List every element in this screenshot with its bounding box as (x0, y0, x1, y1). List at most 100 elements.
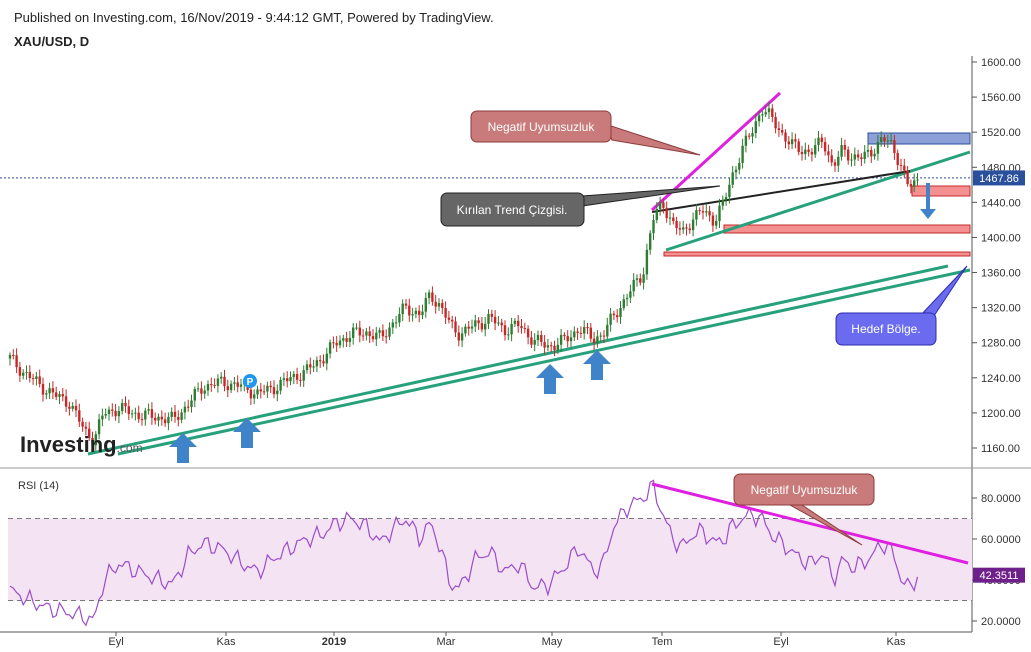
candle-body (130, 413, 134, 415)
candle-body (886, 140, 889, 142)
last-price-label: 1467.86 (973, 170, 1025, 186)
price-tick-label: 1520.00 (981, 127, 1021, 139)
candle-body (830, 155, 833, 163)
candle-body (210, 384, 213, 386)
candle-body (513, 320, 517, 324)
candle-body (81, 421, 84, 427)
candle-body (563, 334, 566, 337)
candle-body (497, 322, 500, 324)
pivot-marker-icon[interactable] (243, 374, 257, 388)
candle-body (787, 141, 790, 145)
price-tick-label: 1360.00 (981, 268, 1021, 280)
candle-body (388, 327, 391, 337)
candle-body (503, 325, 507, 336)
candle-body (652, 220, 655, 234)
candle-body (325, 353, 328, 364)
candle-body (847, 149, 850, 161)
rsi-divergence-callout[interactable]: Negatif Uyumsuzluk (733, 473, 875, 546)
candle-body (434, 301, 437, 307)
candle-body (365, 331, 368, 336)
candle-body (622, 299, 625, 308)
candle-body (332, 342, 335, 344)
candle-body (18, 367, 22, 376)
candle-body (71, 405, 74, 409)
callout-box (440, 192, 585, 227)
candle-body (51, 388, 55, 393)
candle-body (553, 345, 556, 351)
candle-body (457, 332, 460, 341)
candle-body (342, 338, 345, 341)
candles (8, 101, 919, 452)
callout-box (470, 110, 612, 143)
candle-body (101, 415, 104, 420)
candle-body (629, 291, 632, 298)
callout-pointer (604, 123, 701, 156)
candle-body (61, 394, 64, 397)
candle-body (454, 321, 457, 333)
candle-body (612, 313, 616, 316)
candle-body (827, 151, 830, 156)
target-callout[interactable]: Hedef Bölge. (835, 265, 968, 346)
candle-body (229, 383, 233, 391)
candle-body (8, 355, 12, 359)
price-tick-label: 1240.00 (981, 373, 1021, 385)
broken-trend-callout-text: Kırılan Trend Çizgisi. (457, 203, 568, 217)
candle-body (259, 389, 262, 392)
candle-body (721, 199, 724, 206)
up-arrow-icon (169, 433, 197, 463)
candle-body (767, 108, 771, 113)
resistance-zone (867, 132, 971, 145)
candle-body (64, 396, 68, 407)
price-tick-label: 1320.00 (981, 303, 1021, 315)
candle-body (147, 409, 150, 411)
candle-body (685, 227, 688, 229)
candle-body (477, 320, 480, 324)
candle-body (744, 135, 748, 146)
time-tick-label: Kas (217, 636, 236, 648)
candle-body (701, 211, 705, 213)
candle-body (569, 337, 573, 342)
candle-body (408, 305, 411, 316)
candle-body (579, 332, 583, 334)
candle-body (523, 328, 526, 330)
zone-1410 (723, 224, 971, 234)
candle-body (282, 378, 286, 380)
candle-body (550, 345, 553, 347)
broken-trendline (651, 170, 911, 213)
candle-body (764, 112, 767, 115)
mid-trendline (665, 150, 971, 252)
candle-body (464, 326, 467, 334)
candle-body (305, 364, 309, 371)
divergence-callout[interactable]: Negatif Uyumsuzluk (470, 110, 701, 156)
up-arrows (169, 350, 611, 463)
candle-body (319, 360, 322, 362)
candle-body (371, 336, 375, 340)
candle-body (441, 303, 444, 309)
candle-body (724, 197, 728, 200)
time-tick-label: Mar (437, 636, 456, 648)
candle-body (256, 389, 259, 395)
symbol-label: XAU/USD, D (14, 34, 90, 49)
candle-body (573, 331, 576, 338)
candle-body (493, 316, 497, 324)
candle-body (893, 140, 896, 154)
candle-body (411, 314, 414, 316)
candle-body (649, 233, 652, 250)
candle-body (269, 385, 272, 388)
candle-body (738, 162, 741, 170)
candle-body (889, 140, 893, 142)
candle-body (368, 331, 371, 337)
candle-body (206, 384, 210, 391)
candle-body (328, 342, 332, 354)
candle-body (715, 221, 718, 226)
broken-trend-callout[interactable]: Kırılan Trend Çizgisi. (440, 185, 721, 227)
divergence-callout-text: Negatif Uyumsuzluk (488, 120, 596, 134)
candle-body (517, 320, 520, 327)
candle-body (761, 114, 764, 116)
candle-body (616, 315, 619, 318)
candle-body (309, 364, 312, 368)
candle-body (520, 326, 523, 329)
candle-body (741, 145, 744, 163)
candle-body (48, 388, 51, 394)
